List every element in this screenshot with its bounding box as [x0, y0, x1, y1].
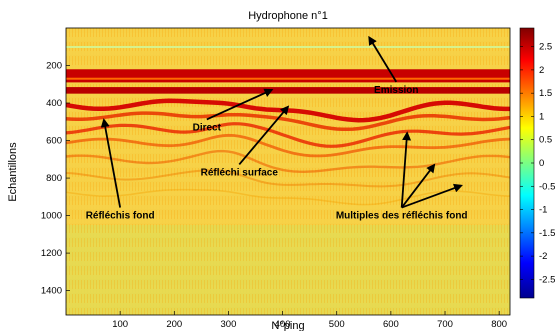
x-tick-label: 400 — [275, 319, 291, 330]
emission-band-lower — [66, 87, 510, 94]
x-tick-label: 700 — [437, 319, 453, 330]
annotations: Emission Direct Réfléchi surface Réfléchis … — [86, 35, 468, 222]
x-axis-label: N°ping — [271, 320, 304, 331]
colorbar-tick-label: 0.5 — [539, 135, 552, 146]
y-tick-label: 600 — [46, 136, 62, 147]
y-axis-label: Echantillons — [7, 142, 19, 202]
colorbar-tick-label: 1.5 — [539, 88, 552, 99]
colorbar-tick-label: -2.5 — [539, 274, 555, 285]
plot-frame — [65, 27, 511, 316]
colorbar-tick-label: 1 — [539, 111, 544, 122]
colorbar-tick-label: 0 — [539, 158, 544, 169]
emission-band — [66, 69, 510, 83]
annotation-arrow — [206, 88, 274, 121]
x-tick-label: 300 — [221, 319, 237, 330]
reflection-curve — [66, 122, 510, 148]
colorbar-tick-label: -2 — [539, 251, 547, 262]
annotation-arrow — [400, 131, 412, 208]
annotation-arrow — [368, 35, 398, 83]
colorbar-tick-label: -1.5 — [539, 228, 555, 239]
annotation-arrow — [238, 105, 290, 166]
reflection-curve — [66, 188, 510, 206]
emission-band-stripe — [66, 77, 510, 80]
annotation-arrow — [400, 163, 436, 209]
x-tick-label: 200 — [166, 319, 182, 330]
annotation-label: Emission — [374, 85, 418, 96]
y-tick-label: 800 — [46, 173, 62, 184]
y-tick-label: 1200 — [41, 248, 62, 259]
reflection-curve — [66, 111, 510, 132]
x-tick-label: 600 — [383, 319, 399, 330]
reflection-bands — [66, 69, 510, 206]
reflection-curve — [66, 149, 510, 174]
annotation-label: Réfléchis fond — [86, 211, 155, 222]
heatmap-area — [66, 28, 510, 315]
colorbar-tick-label: -1 — [539, 205, 547, 216]
annotation-arrow — [100, 118, 122, 208]
x-tick-label: 800 — [491, 319, 507, 330]
y-tick-label: 1400 — [41, 286, 62, 297]
annotation-label: Réfléchi surface — [201, 167, 279, 178]
chart-title: Hydrophone n°1 — [248, 10, 328, 22]
colorbar-tick-label: 2 — [539, 65, 544, 76]
y-axis-ticks: 200 400 600 800 1000 1200 1400 — [41, 61, 70, 297]
y-tick-label: 200 — [46, 61, 62, 72]
annotation-arrow — [401, 183, 463, 209]
colorbar-tick-label: 2.5 — [539, 42, 552, 53]
y-tick-label: 400 — [46, 98, 62, 109]
colorbar-ticks: 2.5 2 1.5 1 0.5 0 -0.5 -1 -1.5 -2 -2.5 — [520, 42, 555, 285]
x-tick-label: 100 — [112, 319, 128, 330]
annotation-label: Multiples des réfléchis fond — [336, 211, 468, 222]
x-tick-label: 500 — [329, 319, 345, 330]
reflection-curve — [66, 169, 510, 188]
reflection-curve — [66, 133, 510, 158]
annotation-label: Direct — [193, 122, 222, 133]
top-line — [66, 46, 510, 48]
x-axis-ticks: 100 200 300 400 500 600 700 800 — [112, 311, 507, 330]
colorbar-tick-label: -0.5 — [539, 181, 555, 192]
y-tick-label: 1000 — [41, 211, 62, 222]
